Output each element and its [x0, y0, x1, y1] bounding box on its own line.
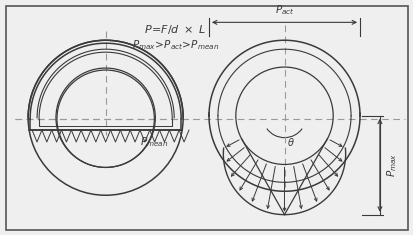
- Text: $\theta$: $\theta$: [287, 136, 294, 148]
- Text: $P_{max}$: $P_{max}$: [384, 153, 398, 177]
- Text: $P_{act}$: $P_{act}$: [274, 4, 294, 17]
- Text: $P_{mean}$: $P_{mean}$: [140, 135, 169, 149]
- Text: $P_{max}\!>\!P_{act}\!>\!P_{mean}$: $P_{max}\!>\!P_{act}\!>\!P_{mean}$: [131, 38, 218, 52]
- Text: $P\!=\!F/d\ \times\ L$: $P\!=\!F/d\ \times\ L$: [144, 23, 206, 36]
